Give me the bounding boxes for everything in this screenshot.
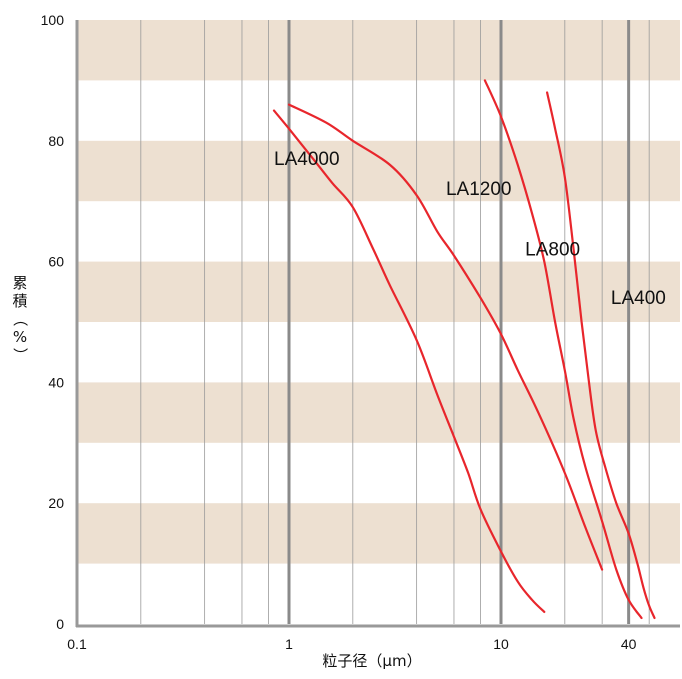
y-axis-title-char: % xyxy=(13,328,27,346)
y-band xyxy=(77,261,680,322)
axis-titles: 粒子径（μm） 累積（%） xyxy=(11,274,422,670)
series-label-la400: LA400 xyxy=(611,288,666,309)
x-tick-label: 10 xyxy=(493,636,509,652)
y-band xyxy=(77,140,680,202)
y-axis-title-char: 積 xyxy=(12,292,27,310)
y-tick-label: 40 xyxy=(48,374,64,390)
y-tick-label: 0 xyxy=(56,616,64,632)
axes xyxy=(75,20,680,628)
x-tick-label: 1 xyxy=(285,636,293,652)
vertical-gridlines xyxy=(140,20,650,624)
series-label-la1200: LA1200 xyxy=(446,179,512,200)
series-label-la800: LA800 xyxy=(525,240,580,261)
y-axis-title-char: （ xyxy=(11,311,29,326)
series-line-la4000 xyxy=(272,109,546,613)
series-labels: LA4000 LA1200 LA800 LA400 xyxy=(274,149,666,309)
y-axis-title-char: ） xyxy=(11,347,29,362)
y-band xyxy=(77,503,680,564)
y-bands xyxy=(77,20,680,564)
y-axis-title: 累積（%） xyxy=(11,274,29,363)
series-line-la1200 xyxy=(287,103,604,571)
x-tick-label: 40 xyxy=(621,636,637,652)
y-tick-label: 20 xyxy=(48,495,64,511)
series-lines xyxy=(272,79,656,620)
y-band xyxy=(77,382,680,443)
y-band xyxy=(77,20,680,81)
series-line-la800 xyxy=(483,79,643,620)
x-axis-title: 粒子径（μm） xyxy=(322,652,421,670)
x-tick-label: 0.1 xyxy=(67,636,87,652)
series-label-la4000: LA4000 xyxy=(274,149,340,170)
y-tick-label: 80 xyxy=(48,133,64,149)
tick-labels: 0 20 40 60 80 100 0.1 1 10 40 xyxy=(41,12,637,652)
y-tick-label: 60 xyxy=(48,254,64,270)
y-axis-title-char: 累 xyxy=(12,274,27,292)
y-tick-label: 100 xyxy=(41,12,65,28)
series-line-la400 xyxy=(546,91,656,620)
